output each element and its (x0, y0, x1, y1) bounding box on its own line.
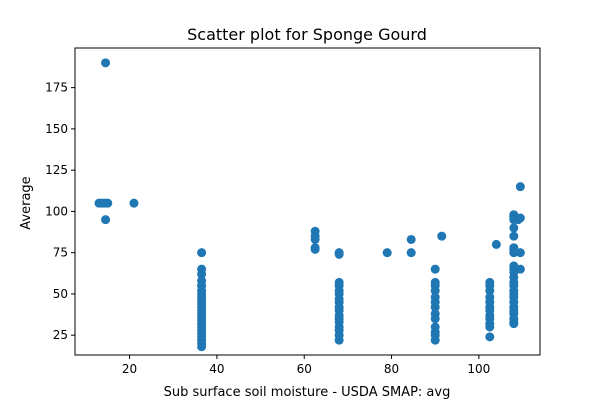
y-tick-label: 175 (45, 81, 68, 95)
x-tick-label: 60 (297, 362, 312, 376)
scatter-point (103, 198, 113, 208)
scatter-point (334, 249, 344, 259)
scatter-point (515, 264, 525, 274)
scatter-point (437, 231, 447, 241)
scatter-point (197, 342, 207, 352)
data-points (94, 58, 525, 352)
scatter-point (430, 286, 440, 296)
chart-title: Scatter plot for Sponge Gourd (187, 25, 427, 44)
y-tick-label: 125 (45, 163, 68, 177)
scatter-point (430, 264, 440, 274)
scatter-point (485, 322, 495, 332)
y-tick-label: 100 (45, 204, 68, 218)
y-tick-label: 25 (53, 328, 68, 342)
x-tick-label: 40 (209, 362, 224, 376)
scatter-point (101, 58, 111, 68)
y-axis-label: Average (19, 176, 34, 229)
scatter-point (515, 182, 525, 192)
scatter-point (406, 248, 416, 258)
plot-frame (74, 47, 541, 356)
scatter-point (197, 269, 207, 279)
x-axis-label: Sub surface soil moisture - USDA SMAP: a… (164, 385, 451, 400)
scatter-point (430, 302, 440, 312)
scatter-point (515, 248, 525, 258)
scatter-point (491, 239, 501, 249)
scatter-point (101, 215, 111, 225)
scatter-point (310, 244, 320, 254)
scatter-point (382, 248, 392, 258)
scatter-point (485, 332, 495, 342)
scatter-point (509, 231, 519, 241)
scatter-point (406, 234, 416, 244)
scatter-point (509, 223, 519, 233)
y-tick-label: 75 (53, 246, 68, 260)
scatter-point (334, 335, 344, 345)
y-tick-label: 150 (45, 122, 68, 136)
scatter-point (129, 198, 139, 208)
x-tick-label: 100 (467, 362, 490, 376)
scatter-point (430, 314, 440, 324)
scatter-point (430, 335, 440, 345)
scatter-point (485, 286, 495, 296)
axis-ticks: 20 40 60 80 100 25 50 75 100 125 150 175 (45, 81, 490, 376)
y-tick-label: 50 (53, 287, 68, 301)
scatter-point (310, 234, 320, 244)
scatter-point (509, 248, 519, 258)
x-tick-label: 20 (122, 362, 137, 376)
scatter-point (515, 213, 525, 223)
scatter-point (197, 248, 207, 258)
scatter-point (509, 319, 519, 329)
x-tick-label: 80 (384, 362, 399, 376)
